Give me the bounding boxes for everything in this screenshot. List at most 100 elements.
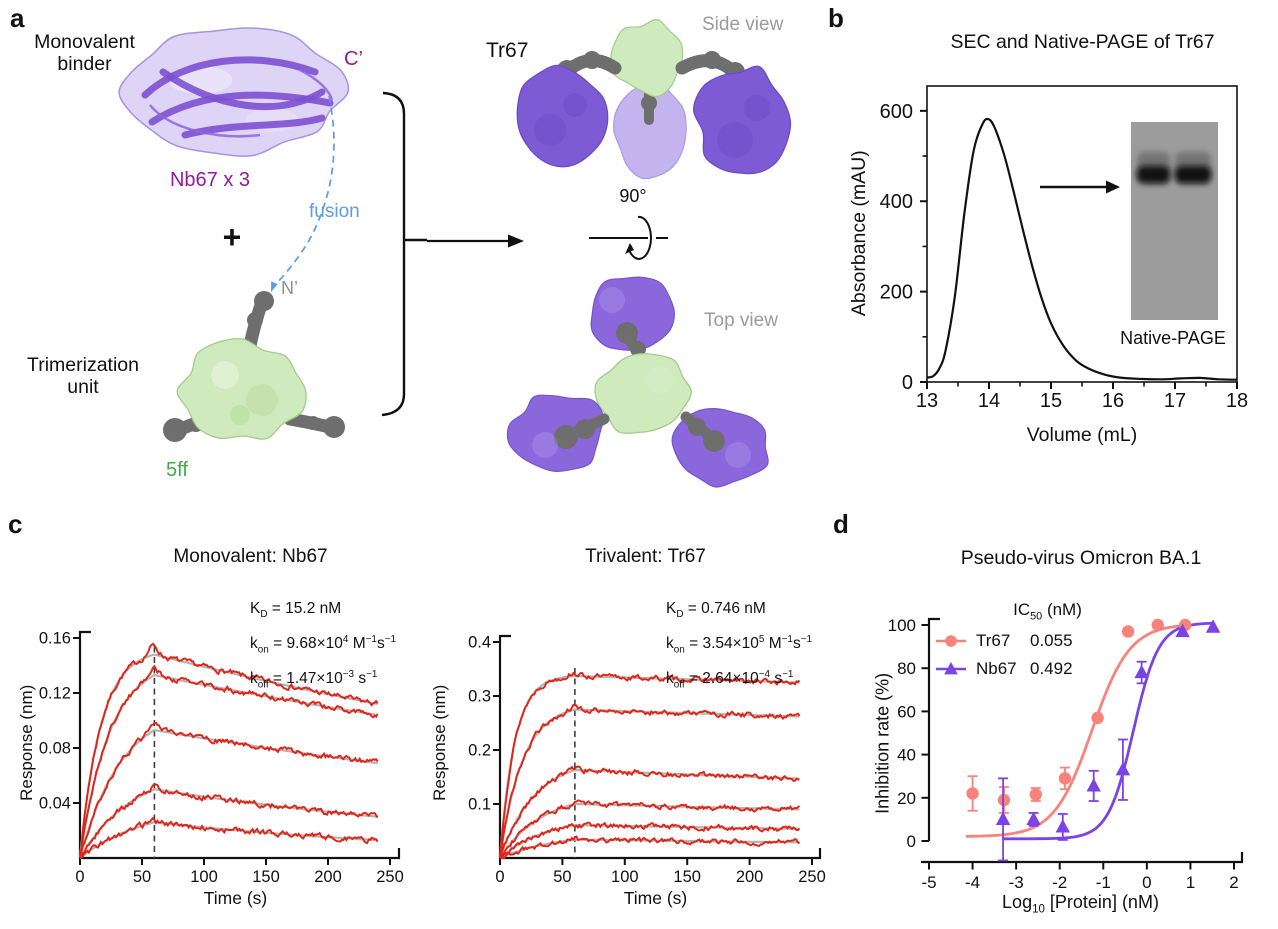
- y-tick-label: 60: [897, 702, 916, 721]
- x-tick-label: 16: [1102, 390, 1124, 412]
- sec-chart: 13 14 15 16 17 18 0 200 400 600: [880, 85, 1248, 412]
- side-view-label: Side view: [702, 14, 784, 35]
- koff-line: koff = 1.47×10−3 s−1: [250, 669, 378, 691]
- bli-left-title: Monovalent: Nb67: [173, 546, 328, 567]
- sec-title: SEC and Native-PAGE of Tr67: [950, 31, 1215, 53]
- topview-shading: [725, 442, 751, 468]
- data-point-triangle: [1205, 619, 1221, 633]
- y-tick-label: 0.16: [39, 630, 71, 648]
- y-tick-label: 600: [880, 101, 913, 123]
- sideview-trimer-core: [610, 18, 684, 98]
- sideview-nanobody-right: [692, 65, 792, 175]
- y-tick-label: 0.04: [39, 795, 71, 813]
- top-view-label: Top view: [704, 310, 778, 331]
- trimer-texture: [230, 405, 250, 425]
- panel-d-letter: d: [833, 509, 849, 539]
- panel-a-letter: a: [10, 3, 25, 33]
- rotation-arc-icon: [627, 215, 652, 260]
- sideview-shading: [717, 122, 753, 158]
- dose-xlabel: Log10 [Protein] (nM): [1002, 892, 1159, 916]
- data-point-circle: [1121, 625, 1135, 638]
- product-name-label: Tr67: [486, 39, 529, 62]
- trimer-name-label: 5ff: [166, 459, 188, 481]
- sensorgram-trace: [79, 816, 379, 858]
- monovalent-binder-line1: Monovalent: [34, 31, 135, 53]
- sideview-nanobody-left: [516, 64, 609, 168]
- legend-name-tr67: Tr67: [976, 631, 1011, 650]
- bli-left-xlabel: Time (s): [203, 888, 268, 908]
- sideview-back-nanobody: [613, 81, 687, 180]
- y-tick-label: 0: [907, 832, 916, 851]
- kon-line: kon = 3.54×105 M−1s−1: [666, 634, 812, 656]
- sensorgram-trace: [499, 671, 801, 858]
- linker-blob: [575, 419, 595, 439]
- x-tick-label: -2: [1052, 873, 1067, 892]
- koff-line: koff = 2.64×10−4 s−1: [666, 669, 794, 691]
- legend-marker-nb67-icon: [944, 662, 958, 675]
- legend-marker-tr67-icon: [945, 635, 957, 647]
- fusion-dashed-arrow: [271, 95, 335, 289]
- linker-blob: [616, 322, 638, 344]
- fit-curve: [79, 821, 378, 859]
- native-page-gel-image: [1131, 122, 1218, 320]
- y-tick-label: 0.3: [468, 688, 491, 706]
- sensorgram-trace: [79, 642, 379, 859]
- legend-header: IC50 (nM): [1013, 600, 1082, 623]
- data-point-triangle: [1115, 761, 1131, 776]
- linker-blob: [630, 341, 646, 357]
- data-point-triangle: [1175, 623, 1190, 638]
- x-tick-label: 150: [252, 868, 280, 886]
- gel-caption: Native-PAGE: [1120, 328, 1226, 348]
- y-tick-label: 100: [888, 616, 916, 635]
- n-terminus-label: N’: [281, 278, 298, 298]
- fit-curve: [498, 674, 800, 859]
- bli-left-ylabel: Response (nm): [17, 684, 37, 801]
- x-tick-label: 0: [495, 868, 504, 886]
- x-tick-label: 13: [916, 390, 938, 412]
- rotation-arrowhead-icon: [625, 243, 634, 254]
- x-tick-label: 1: [1186, 873, 1195, 892]
- fit-curve-tr67: [966, 624, 1186, 838]
- topview-trimer-core: [594, 352, 692, 434]
- x-tick-label: 100: [190, 868, 218, 886]
- data-point-triangle: [995, 811, 1011, 825]
- linker-blob: [703, 430, 725, 452]
- data-point-triangle: [1086, 778, 1101, 792]
- kd-line: KD = 0.746 nM: [666, 600, 766, 621]
- dose-title: Pseudo-virus Omicron BA.1: [960, 547, 1202, 569]
- fit-curve: [498, 708, 800, 859]
- bli-chart-tr67: 0 50 100 150 200 250 0.1 0.2 0.3 0.4: [468, 634, 826, 887]
- linker-blob: [583, 51, 601, 69]
- y-tick-label: 0: [902, 372, 913, 394]
- panel-b-letter: b: [828, 3, 844, 33]
- bli-left-kinetics: KD = 15.2 nM kon = 9.68×104 M−1s−1 koff …: [250, 596, 396, 698]
- data-point-circle: [966, 787, 979, 800]
- linker-blob: [641, 95, 657, 111]
- sec-curve: [926, 117, 1238, 381]
- bli-right-kinetics: KD = 0.746 nM kon = 3.54×105 M−1s−1 koff…: [666, 596, 812, 698]
- data-point-circle: [1058, 772, 1072, 785]
- y-tick-label: 400: [880, 191, 913, 213]
- sec-xlabel: Volume (mL): [1026, 424, 1138, 446]
- y-tick-label: 0.08: [39, 740, 71, 758]
- legend-ic50-tr67: 0.055: [1030, 631, 1073, 650]
- x-tick-label: 18: [1226, 390, 1248, 412]
- x-tick-label: 0: [75, 868, 84, 886]
- x-tick-label: 50: [133, 868, 151, 886]
- sensorgram-trace: [79, 664, 379, 859]
- x-tick-label: -3: [1009, 873, 1024, 892]
- y-axis: [927, 617, 940, 841]
- topview-shading: [646, 366, 674, 394]
- trimerization-line2: unit: [67, 376, 99, 398]
- linker-blob: [323, 416, 345, 438]
- trimer-core-surface: [176, 338, 307, 440]
- x-tick-label: 250: [376, 868, 404, 886]
- sideview-shading: [563, 93, 587, 117]
- gel-band: [1175, 166, 1211, 183]
- x-tick-label: 15: [1040, 390, 1062, 412]
- x-tick-label: 50: [553, 868, 571, 886]
- grouping-bracket: [381, 91, 427, 417]
- topview-nanobody-top: [590, 276, 676, 351]
- sensorgram-trace: [499, 765, 800, 859]
